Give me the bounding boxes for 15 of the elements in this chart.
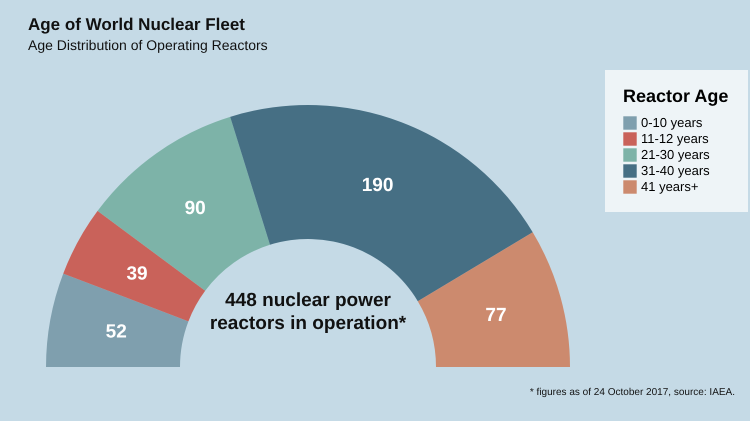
chart-title: Age of World Nuclear Fleet <box>28 15 246 34</box>
legend-label: 41 years+ <box>641 179 698 194</box>
data-label: 77 <box>485 304 507 326</box>
data-label: 190 <box>362 174 394 196</box>
legend-title: Reactor Age <box>623 86 728 106</box>
data-label: 39 <box>126 263 148 284</box>
legend-label: 31-40 years <box>641 163 710 178</box>
chart-subtitle: Age Distribution of Operating Reactors <box>28 37 268 53</box>
text: 448 nuclear power reactors in operation* <box>210 290 407 334</box>
text: * figures as of 24 October 2017, source: IAEA. <box>530 387 735 398</box>
legend-label: 21-30 years <box>641 147 710 162</box>
legend-label: 11-12 years <box>641 131 710 146</box>
legend-label: 0-10 years <box>641 115 703 130</box>
data-label: 52 <box>106 322 127 343</box>
data-label: 90 <box>184 198 206 219</box>
